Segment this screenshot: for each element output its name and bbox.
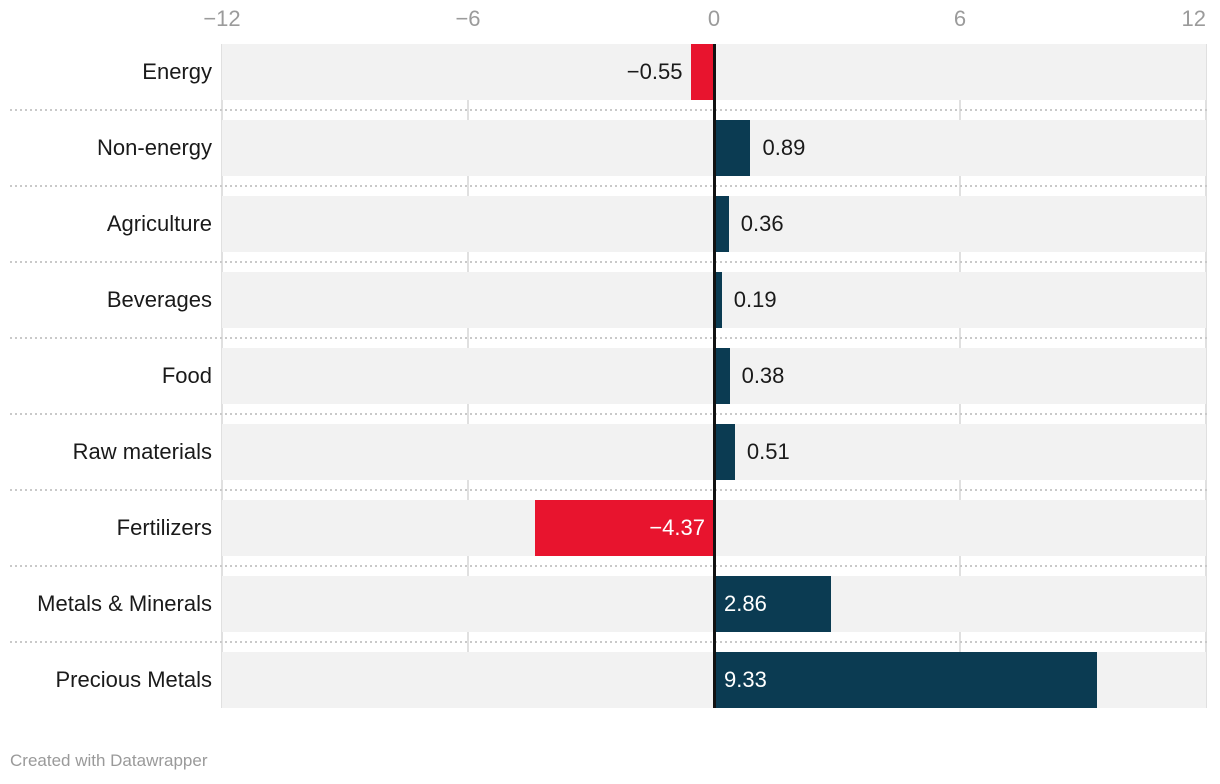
row-separator	[10, 261, 1208, 263]
zero-axis-line	[712, 44, 716, 708]
bar[interactable]	[714, 652, 1097, 708]
value-label: 0.38	[741, 363, 785, 388]
x-axis-tick-label: −12	[203, 6, 241, 31]
category-label: Fertilizers	[116, 515, 212, 540]
bar[interactable]	[714, 348, 730, 404]
x-axis-tick-label: −6	[455, 6, 481, 31]
value-label: 0.51	[746, 439, 790, 464]
value-label: 0.19	[733, 287, 777, 312]
datawrapper-credit[interactable]: Created with Datawrapper	[10, 751, 207, 771]
bar[interactable]	[714, 196, 729, 252]
x-axis-tick-label: 12	[1181, 6, 1206, 31]
row-separator	[10, 489, 1208, 491]
x-axis-tick-label: 6	[953, 6, 967, 31]
value-label: 9.33	[724, 667, 767, 692]
bar[interactable]	[714, 272, 722, 328]
row-separator	[10, 109, 1208, 111]
value-label: 0.89	[762, 135, 806, 160]
credit-label[interactable]: Created with Datawrapper	[10, 751, 208, 770]
category-label: Beverages	[106, 287, 212, 312]
gridline	[1205, 44, 1207, 708]
value-label: 0.36	[740, 211, 784, 236]
category-label: Precious Metals	[55, 667, 212, 692]
bar[interactable]	[714, 424, 735, 480]
row-separator	[10, 641, 1208, 643]
category-label: Energy	[142, 59, 212, 84]
row-separator	[10, 337, 1208, 339]
bar[interactable]	[714, 120, 751, 176]
row-separator	[10, 413, 1208, 415]
value-label: 2.86	[724, 591, 767, 616]
value-label: −4.37	[649, 515, 705, 540]
bar[interactable]	[714, 576, 832, 632]
category-label: Non-energy	[97, 135, 212, 160]
row-separator	[10, 185, 1208, 187]
bar[interactable]	[691, 44, 714, 100]
category-label: Raw materials	[72, 439, 212, 464]
category-label: Metals & Minerals	[37, 591, 212, 616]
bar[interactable]	[534, 500, 714, 556]
category-label: Agriculture	[106, 211, 212, 236]
x-axis-tick-label: 0	[707, 6, 721, 31]
row-separator	[10, 565, 1208, 567]
value-label: −0.55	[626, 59, 683, 84]
category-label: Food	[161, 363, 212, 388]
